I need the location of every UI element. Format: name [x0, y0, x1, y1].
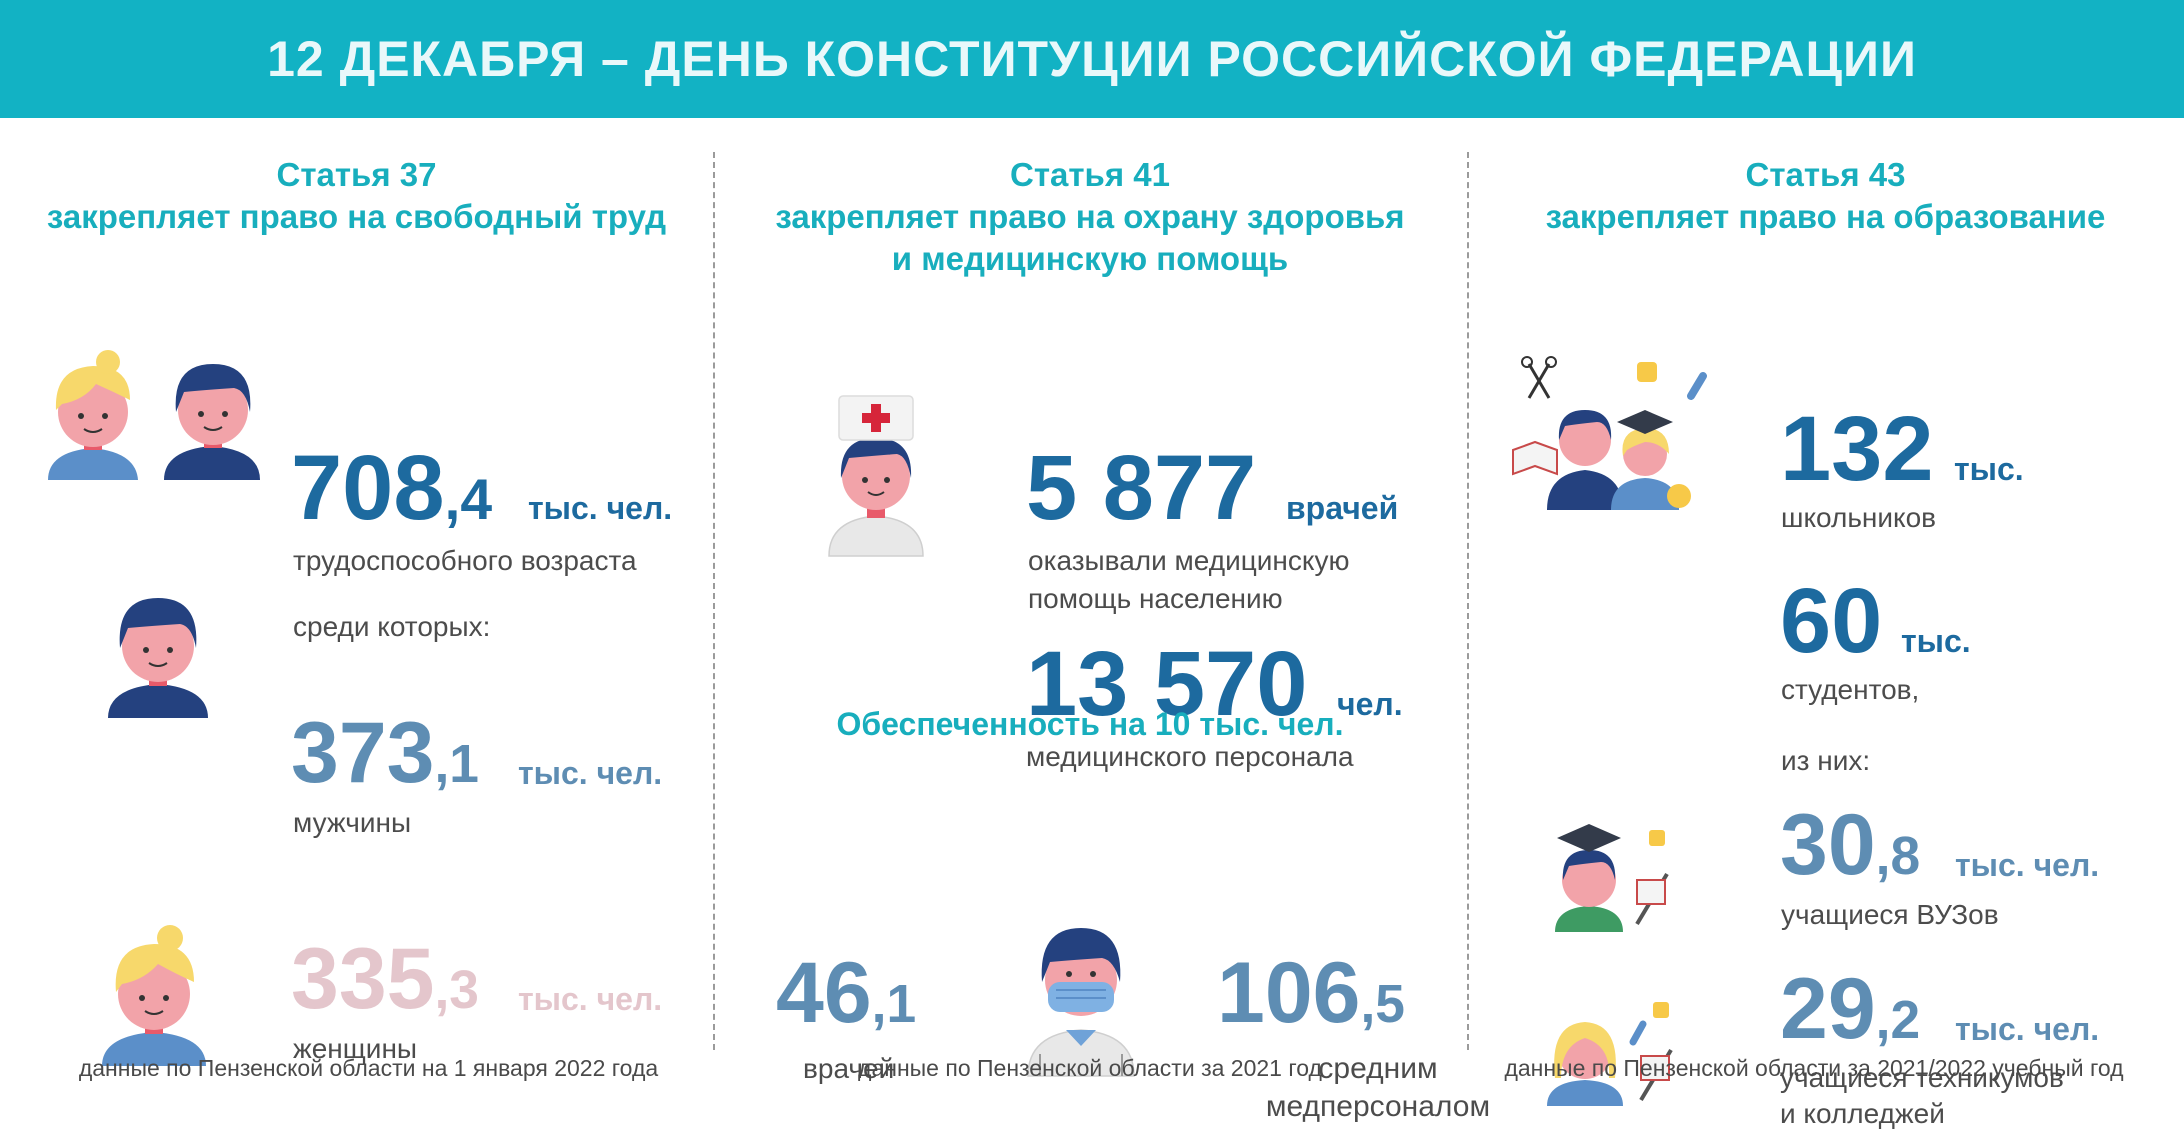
col1-footnote: данные по Пензенской области на 1 января…	[78, 1055, 659, 1081]
column-divider	[713, 152, 715, 1050]
working-age-unit: тыс. чел.	[528, 490, 673, 526]
univ-value: 30,8	[1780, 797, 1921, 893]
working-age-label: трудоспособного возраста	[293, 545, 637, 576]
pupils-value: 132	[1780, 398, 1934, 500]
students-group-icon	[1512, 356, 1707, 510]
women-unit: тыс. чел.	[518, 981, 663, 1017]
page-title: 12 ДЕКАБРЯ – ДЕНЬ КОНСТИТУЦИИ РОССИЙСКОЙ…	[267, 31, 1917, 87]
article-37-subtitle: закрепляет право на свободный труд	[46, 198, 667, 235]
men-value: 373,1	[291, 705, 479, 801]
article-41-title: Статья 41	[1010, 156, 1170, 193]
men-unit: тыс. чел.	[518, 755, 663, 791]
staff-label: медицинского персонала	[1026, 741, 1354, 772]
prov-staff-value: 106,5	[1217, 945, 1405, 1041]
colleges-label-1: учащиеся техникумов	[1780, 1062, 2064, 1093]
masked-doctor-icon	[1027, 928, 1135, 1077]
among-label: среди которых:	[293, 611, 491, 642]
article-41-section: Статья 41 закрепляет право на охрану здо…	[713, 118, 1490, 1133]
colleges-value: 29,2	[1780, 961, 1921, 1057]
article-43-section: Статья 43 закрепляет право на образовани…	[1467, 118, 2184, 1133]
staff-unit: чел.	[1337, 686, 1403, 722]
women-value: 335,3	[291, 931, 479, 1027]
doctors-value: 5 877	[1026, 437, 1257, 539]
prov-doctors-label: врачей	[803, 1053, 895, 1084]
prov-staff-label-1: средним	[1318, 1052, 1438, 1085]
colleges-unit: тыс. чел.	[1955, 1011, 2100, 1047]
pupils-unit: тыс.	[1954, 451, 2024, 487]
prov-doctors-value: 46,1	[776, 945, 917, 1041]
provision-title: Обеспеченность на 10 тыс. чел.	[836, 706, 1344, 742]
article-37-section: Статья 37 закрепляет право на свободный …	[0, 118, 713, 1133]
pupils-label: школьников	[1781, 502, 1937, 533]
colleges-label-2: и колледжей	[1780, 1098, 1945, 1129]
doctors-label-2: помощь населению	[1028, 583, 1283, 614]
doctors-unit: врачей	[1286, 490, 1399, 526]
graduate-icon	[1555, 824, 1669, 932]
article-41-subtitle: закрепляет право на охрану здоровья	[775, 198, 1405, 235]
men-label: мужчины	[293, 807, 412, 838]
students-label: студентов,	[1781, 674, 1920, 705]
col2-footnote: данные по Пензенской области за 2021 год	[858, 1055, 1322, 1081]
article-43-title: Статья 43	[1745, 156, 1906, 193]
univ-unit: тыс. чел.	[1955, 847, 2100, 883]
man-icon	[108, 598, 208, 718]
women-label: женщины	[293, 1033, 418, 1064]
prov-staff-label-2: медперсоналом	[1265, 1090, 1491, 1123]
univ-label: учащиеся ВУЗов	[1781, 899, 1999, 930]
staff-value: 13 570	[1026, 633, 1308, 735]
col3-footnote: данные по Пензенской области за 2021/202…	[1504, 1055, 2124, 1081]
woman-man-icon	[48, 350, 260, 480]
nurse-icon	[828, 395, 924, 557]
working-age-value: 708,4	[291, 437, 493, 539]
doctors-label-1: оказывали медицинскую	[1028, 545, 1350, 576]
students-value: 60	[1780, 570, 1883, 672]
article-41-subtitle-2: и медицинскую помощь	[891, 240, 1289, 277]
college-student-icon	[1547, 1002, 1673, 1106]
article-43-subtitle: закрепляет право на образование	[1545, 198, 2106, 235]
students-unit: тыс.	[1901, 623, 1971, 659]
of-them-label: из них:	[1781, 745, 1871, 776]
woman-icon	[102, 925, 206, 1066]
banner	[0, 0, 2184, 118]
column-divider	[1467, 152, 1469, 1050]
article-37-title: Статья 37	[276, 156, 437, 193]
